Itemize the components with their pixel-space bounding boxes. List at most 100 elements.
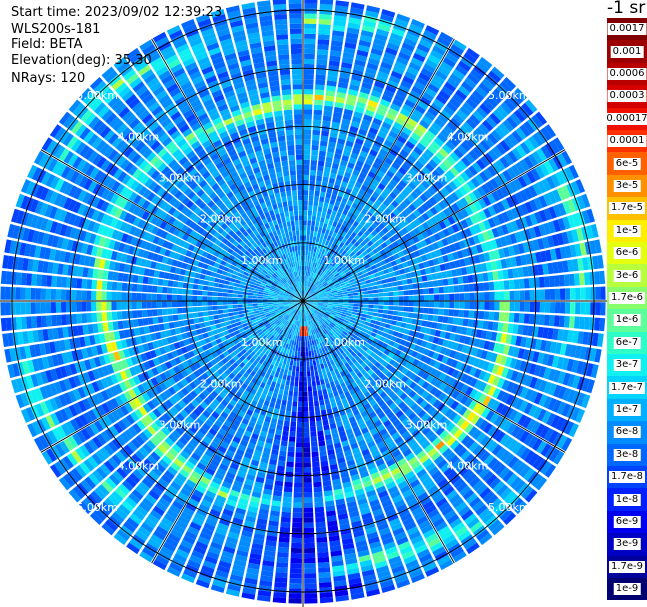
range-gate-cell bbox=[256, 328, 263, 334]
range-gate-cell bbox=[303, 129, 312, 135]
range-gate-cell bbox=[177, 515, 190, 526]
range-gate-cell bbox=[295, 447, 303, 453]
range-gate-cell bbox=[255, 356, 262, 362]
range-gate-cell bbox=[93, 420, 104, 432]
range-gate-cell bbox=[317, 160, 325, 167]
range-gate-cell bbox=[357, 439, 366, 447]
range-gate-cell bbox=[535, 477, 548, 491]
range-gate-cell bbox=[319, 450, 327, 457]
range-gate-cell bbox=[189, 364, 197, 372]
range-gate-cell bbox=[154, 384, 163, 394]
range-gate-cell bbox=[332, 478, 341, 486]
range-gate-cell bbox=[452, 133, 463, 144]
range-gate-cell bbox=[214, 472, 225, 481]
range-gate-cell bbox=[562, 387, 572, 402]
range-gate-cell bbox=[408, 456, 418, 466]
range-gate-cell bbox=[414, 487, 426, 498]
range-gate-cell bbox=[485, 331, 493, 340]
range-gate-cell bbox=[246, 510, 257, 518]
range-gate-cell bbox=[443, 466, 455, 477]
range-gate-cell bbox=[468, 191, 478, 202]
range-gate-cell bbox=[406, 526, 419, 536]
range-gate-cell bbox=[524, 375, 533, 387]
range-gate-cell bbox=[442, 316, 449, 324]
range-gate-cell bbox=[150, 377, 159, 387]
range-gate-cell bbox=[496, 505, 509, 518]
range-gate-cell bbox=[334, 153, 342, 160]
range-gate-cell bbox=[308, 271, 311, 277]
range-gate-cell bbox=[247, 505, 259, 513]
range-gate-cell bbox=[438, 363, 446, 372]
range-gate-cell bbox=[342, 445, 351, 452]
range-gate-cell bbox=[311, 284, 316, 290]
range-gate-cell bbox=[330, 167, 338, 175]
range-gate-cell bbox=[420, 67, 434, 78]
range-gate-cell bbox=[576, 392, 586, 407]
range-gate-cell bbox=[344, 171, 352, 179]
range-gate-cell bbox=[403, 301, 409, 307]
range-gate-cell bbox=[349, 278, 355, 283]
range-gate-cell bbox=[400, 484, 411, 494]
range-gate-cell bbox=[396, 316, 403, 322]
range-gate-cell bbox=[313, 298, 318, 300]
range-gate-cell bbox=[333, 575, 346, 582]
range-gate-cell bbox=[208, 427, 218, 436]
range-gate-cell bbox=[329, 540, 341, 547]
range-gate-cell bbox=[394, 196, 403, 205]
range-gate-cell bbox=[323, 334, 328, 341]
range-gate-cell bbox=[241, 418, 250, 426]
range-gate-cell bbox=[484, 292, 490, 301]
range-gate-cell bbox=[335, 148, 343, 155]
range-gate-cell bbox=[344, 423, 352, 431]
range-gate-cell bbox=[514, 192, 524, 204]
range-gate-cell bbox=[271, 449, 279, 456]
range-gate-cell bbox=[432, 399, 442, 409]
range-gate-cell bbox=[417, 282, 424, 289]
range-gate-cell bbox=[263, 421, 270, 428]
range-gate-cell bbox=[336, 373, 342, 380]
range-gate-cell bbox=[378, 305, 384, 310]
range-gate-cell bbox=[320, 278, 325, 284]
range-gate-cell bbox=[113, 533, 127, 546]
range-gate-cell bbox=[474, 174, 485, 185]
range-gate-cell bbox=[221, 458, 231, 467]
range-gate-cell bbox=[314, 405, 320, 412]
range-gate-cell bbox=[511, 130, 523, 143]
range-gate-cell bbox=[381, 264, 388, 270]
range-gate-cell bbox=[381, 219, 389, 227]
range-gate-cell bbox=[366, 339, 373, 345]
range-gate-cell bbox=[283, 305, 289, 309]
range-gate-cell bbox=[546, 354, 555, 367]
range-gate-cell bbox=[365, 279, 372, 284]
range-gate-cell bbox=[304, 316, 307, 322]
range-gate-cell bbox=[394, 18, 409, 28]
range-gate-cell bbox=[331, 269, 337, 274]
range-gate-cell bbox=[478, 370, 487, 381]
range-gate-cell bbox=[144, 542, 159, 554]
range-gate-cell bbox=[306, 361, 310, 367]
range-gate-cell bbox=[557, 218, 566, 231]
range-gate-cell bbox=[207, 463, 218, 472]
range-gate-cell bbox=[416, 468, 427, 479]
range-gate-cell bbox=[368, 297, 374, 301]
range-gate-cell bbox=[194, 362, 202, 370]
range-gate-cell bbox=[555, 171, 566, 185]
range-gate-cell bbox=[466, 327, 473, 336]
range-gate-cell bbox=[294, 314, 298, 320]
range-gate-cell bbox=[133, 397, 142, 408]
range-gate-cell bbox=[528, 453, 540, 466]
range-gate-cell bbox=[413, 301, 419, 307]
range-gate-cell bbox=[314, 89, 325, 96]
range-gate-cell bbox=[542, 353, 550, 366]
range-gate-cell bbox=[494, 301, 500, 311]
range-gate-cell bbox=[316, 291, 322, 295]
range-gate-cell bbox=[494, 126, 507, 139]
range-gate-cell bbox=[121, 417, 132, 428]
range-gate-cell bbox=[307, 281, 310, 287]
range-gate-cell bbox=[109, 425, 119, 437]
range-gate-cell bbox=[386, 152, 396, 161]
range-gate-cell bbox=[462, 121, 474, 133]
range-gate-cell bbox=[326, 251, 331, 258]
range-gate-cell bbox=[303, 442, 310, 448]
range-gate-cell bbox=[172, 416, 182, 426]
